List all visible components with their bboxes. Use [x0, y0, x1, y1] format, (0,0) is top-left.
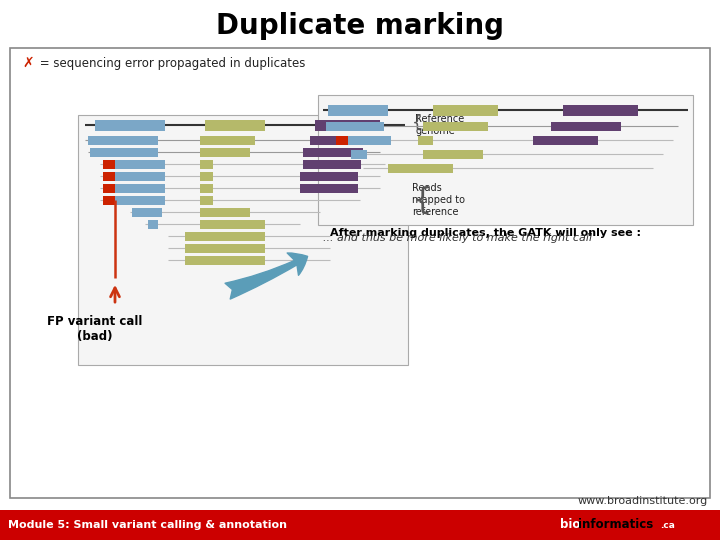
Bar [90, 147, 158, 157]
Bar [303, 147, 363, 157]
Bar [315, 119, 380, 131]
Bar [423, 122, 488, 131]
Bar [200, 207, 250, 217]
Bar [0, 510, 720, 540]
Bar [103, 172, 115, 180]
Text: = sequencing error propagated in duplicates: = sequencing error propagated in duplica… [36, 57, 305, 70]
Bar [103, 184, 165, 192]
Bar [548, 526, 618, 536]
Text: Reference
genome: Reference genome [415, 114, 464, 136]
Bar [95, 119, 165, 131]
Bar [300, 184, 358, 192]
Bar [388, 164, 453, 172]
Bar [205, 119, 265, 131]
Bar [200, 136, 255, 145]
Bar [185, 232, 265, 240]
Text: www.broadinstitute.org: www.broadinstitute.org [577, 496, 708, 506]
Bar [200, 159, 213, 168]
Bar [185, 244, 265, 253]
Text: Reads
mapped to
reference: Reads mapped to reference [412, 184, 465, 217]
Bar [200, 219, 265, 228]
Bar [351, 150, 367, 159]
Bar [336, 136, 348, 145]
Text: {: { [412, 186, 431, 214]
Bar [533, 136, 598, 145]
Text: ... and thus be more likely to make the right call: ... and thus be more likely to make the … [323, 233, 592, 243]
Bar [200, 172, 213, 180]
Text: ✗: ✗ [22, 56, 34, 70]
Bar [185, 255, 265, 265]
Bar [303, 159, 361, 168]
Text: Duplicate marking: Duplicate marking [216, 12, 504, 40]
Bar [103, 195, 165, 205]
Text: After marking duplicates, the GATK will only see :: After marking duplicates, the GATK will … [330, 228, 641, 238]
Bar [10, 48, 710, 498]
Bar [103, 159, 115, 168]
Bar [423, 150, 483, 159]
Bar [103, 159, 165, 168]
Bar [310, 136, 370, 145]
Bar [200, 184, 213, 192]
Text: {: { [412, 114, 423, 132]
Text: bio: bio [560, 518, 580, 531]
Text: .ca: .ca [660, 521, 675, 530]
Bar [88, 136, 158, 145]
Bar [336, 136, 391, 145]
Bar [103, 184, 115, 192]
Bar [148, 219, 158, 228]
Text: informatics: informatics [578, 518, 653, 531]
Text: FP variant call
(bad): FP variant call (bad) [48, 315, 143, 343]
Bar [132, 207, 162, 217]
Bar [328, 105, 388, 116]
Bar [103, 195, 115, 205]
Bar [326, 122, 384, 131]
Bar [318, 95, 693, 225]
Bar [200, 147, 250, 157]
Bar [551, 122, 621, 131]
Bar [78, 115, 408, 365]
Bar [300, 172, 358, 180]
Bar [563, 105, 638, 116]
Text: Module 5: Small variant calling & annotation: Module 5: Small variant calling & annota… [8, 520, 287, 530]
Bar [200, 195, 213, 205]
Bar [103, 172, 165, 180]
Bar [418, 136, 433, 145]
Bar [433, 105, 498, 116]
